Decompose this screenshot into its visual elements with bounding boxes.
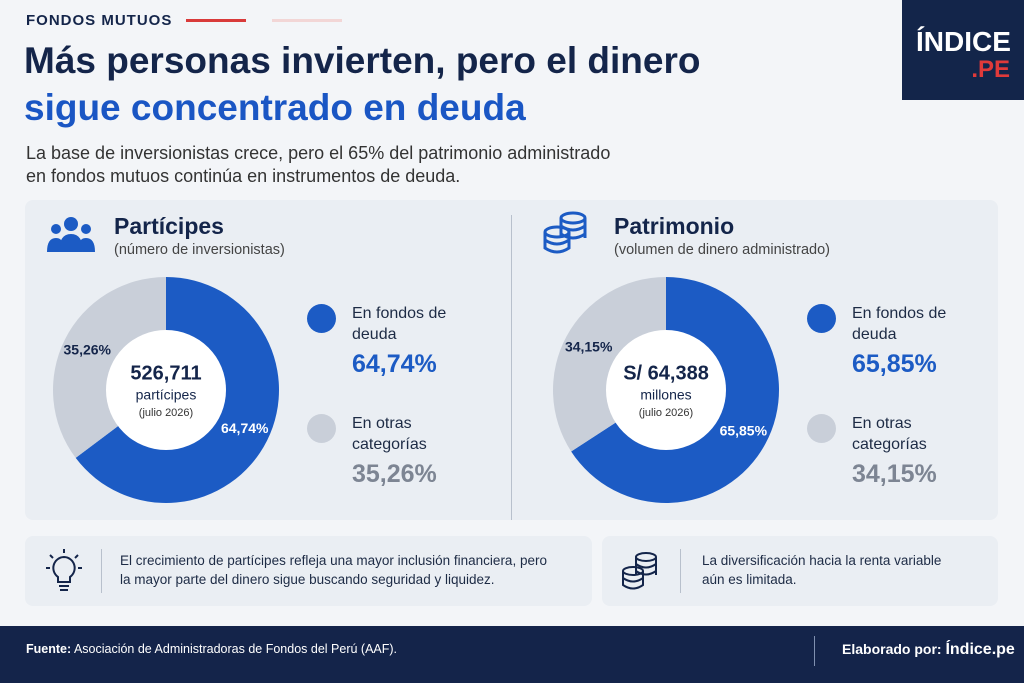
segment-label: 64,74%: [221, 420, 269, 436]
chart-subtitle: (número de inversionistas): [114, 242, 285, 258]
center-note: (julio 2026): [639, 407, 693, 419]
donut-center: [106, 330, 226, 450]
divider: [511, 215, 512, 520]
chart-title: Patrimonio: [614, 213, 735, 239]
center-unit: millones: [640, 387, 691, 403]
note-box: [25, 536, 592, 606]
donut-segment: [75, 277, 279, 503]
divider: [101, 549, 102, 593]
legend-label: En fondos de deuda: [852, 305, 947, 343]
center-value: 526,711: [130, 362, 201, 384]
logo-top: ÍNDICE: [916, 26, 1011, 57]
source-text: Asociación de Administradoras de Fondos …: [73, 642, 398, 656]
coins-icon: [622, 552, 657, 590]
donut: 64,74% 35,26% 526,711 partícipes (julio 2026…: [52, 277, 279, 503]
logo: ÍNDICE .PE: [902, 0, 1024, 100]
credit-label: Elaborado por:: [842, 641, 942, 657]
rule: [186, 19, 246, 22]
donut-segment: [553, 277, 666, 452]
note: El crecimiento de partícipes refleja una…: [120, 553, 547, 587]
legend-value: 34,15%: [852, 460, 937, 488]
legend-value: 35,26%: [352, 460, 437, 488]
title: sigue concentrado en deuda: [24, 87, 526, 128]
legend-swatch: [307, 414, 336, 443]
legend-label: En otras categorías: [852, 415, 927, 453]
segment-label: 34,15%: [565, 339, 613, 355]
source: Fuente: Asociación de Administradoras de…: [26, 642, 397, 656]
legend-label: En otras categorías: [352, 415, 427, 453]
source-label: Fuente:: [26, 642, 72, 656]
legend-value: 65,85%: [852, 350, 937, 378]
center-note: (julio 2026): [139, 407, 193, 419]
note-box: [602, 536, 998, 606]
donut-segment: [571, 277, 779, 503]
coins-icon: [543, 211, 587, 254]
legend-swatch: [807, 414, 836, 443]
legend-swatch: [307, 304, 336, 333]
center-value: S/ 64,388: [623, 362, 709, 384]
subtitle: La base de inversionistas crece, pero el…: [26, 143, 611, 163]
donut-segment: [52, 277, 166, 458]
divider: [680, 549, 681, 593]
legend-swatch: [807, 304, 836, 333]
donut: 65,85% 34,15% S/ 64,388 millones (julio 2026…: [553, 277, 779, 503]
divider: [814, 636, 815, 666]
legend-label: En fondos de deuda: [352, 305, 447, 343]
segment-label: 65,85%: [720, 423, 768, 439]
bulb-icon: [46, 549, 82, 591]
segment-label: 35,26%: [64, 341, 112, 357]
title: Más personas invierten, pero el dinero: [24, 40, 701, 81]
logo-bottom: .PE: [971, 56, 1010, 83]
chart-title: Partícipes: [114, 213, 224, 239]
subtitle: en fondos mutuos continúa en instrumento…: [26, 166, 461, 186]
donut-center: [606, 330, 726, 450]
people-icon: [47, 217, 95, 252]
kicker: FONDOS MUTUOS: [26, 12, 173, 29]
chart-subtitle: (volumen de dinero administrado): [614, 242, 830, 258]
credit-text: Índice.pe: [945, 641, 1015, 658]
rule: [272, 19, 342, 22]
note: La diversificación hacia la renta variab…: [702, 553, 942, 587]
credit: Elaborado por: Índice.pe: [842, 641, 1015, 659]
footer: Fuente: Asociación de Administradoras de…: [0, 626, 1024, 683]
legend-value: 64,74%: [352, 350, 437, 378]
center-unit: partícipes: [136, 387, 197, 403]
